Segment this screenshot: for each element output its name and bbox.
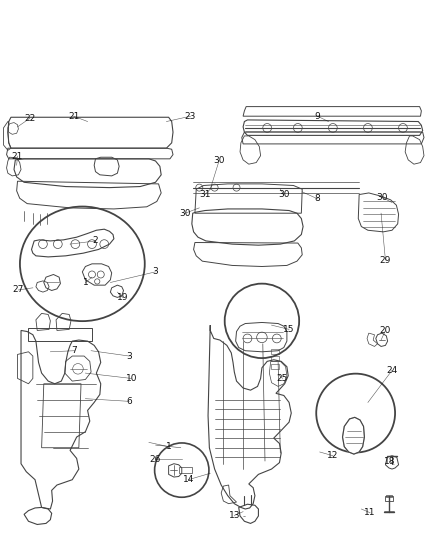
Text: 11: 11 [364,508,376,517]
Text: 24: 24 [386,366,398,375]
Text: 21: 21 [68,112,79,120]
Text: 31: 31 [199,190,211,199]
Text: 27: 27 [13,286,24,294]
Text: 1: 1 [166,442,172,451]
Text: 19: 19 [117,293,128,302]
Text: 15: 15 [283,325,295,334]
Text: 13: 13 [229,511,240,520]
Text: 3: 3 [126,352,132,360]
Text: 14: 14 [183,475,194,484]
Text: 22: 22 [24,114,35,123]
Text: 7: 7 [71,346,78,355]
Text: 1: 1 [82,278,88,287]
Text: 3: 3 [152,268,159,276]
Text: 12: 12 [327,451,339,460]
Text: 2: 2 [93,237,98,245]
Text: 23: 23 [185,112,196,120]
Text: 21: 21 [12,152,23,160]
Text: 8: 8 [314,195,321,203]
Text: 9: 9 [314,112,321,120]
Text: 10: 10 [126,374,137,383]
Text: 30: 30 [278,190,290,199]
Text: 26: 26 [150,455,161,464]
Polygon shape [343,417,364,454]
Text: 30: 30 [376,193,388,201]
Text: 20: 20 [380,326,391,335]
Text: 18: 18 [384,457,396,465]
Text: 29: 29 [380,256,391,264]
Text: 25: 25 [277,374,288,383]
Text: 30: 30 [180,209,191,217]
Text: 6: 6 [126,397,132,406]
Text: 30: 30 [213,157,225,165]
